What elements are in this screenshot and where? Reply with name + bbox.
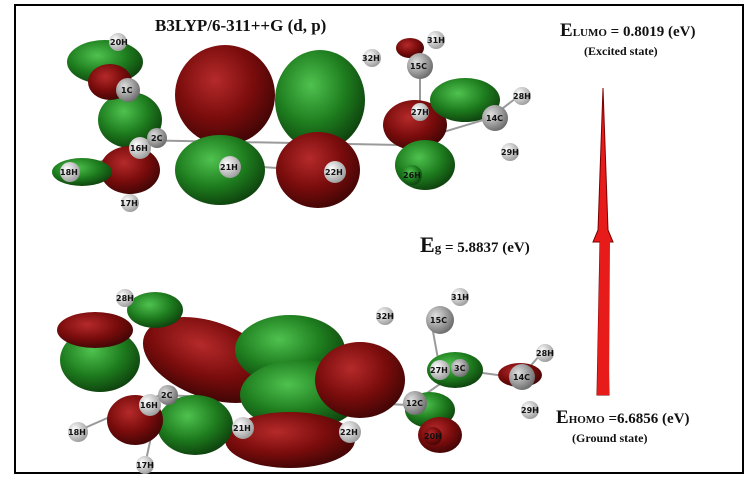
energy-gap-arrow [592, 87, 614, 396]
gap-e: E [420, 232, 435, 257]
gap-energy-label: Eg = 5.8837 (eV) [420, 232, 530, 258]
svg-text:1C: 1C [121, 86, 133, 95]
homo-energy-label: EHOMO =6.6856 (eV) [556, 407, 690, 429]
lumo-lobe-red [276, 132, 360, 208]
svg-text:17H: 17H [120, 199, 138, 208]
svg-text:22H: 22H [325, 168, 343, 177]
lumo-e: E [560, 20, 573, 41]
homo-atoms: 28H 16H 2C 18H 17H 21H 22H 12C 20H 32H 3… [68, 288, 554, 474]
lumo-lobe-red [100, 146, 160, 194]
svg-text:32H: 32H [376, 312, 394, 321]
svg-text:2C: 2C [151, 134, 163, 143]
homo-sub: HOMO [568, 414, 605, 426]
lumo-lobe-green [98, 92, 162, 148]
lumo-value: = 0.8019 (eV) [606, 24, 696, 40]
svg-text:16H: 16H [140, 401, 158, 410]
lumo-energy-label: ELUMO = 0.8019 (eV) [560, 20, 695, 42]
svg-text:28H: 28H [513, 92, 531, 101]
svg-text:12C: 12C [406, 399, 423, 408]
lumo-lobe-green [275, 50, 365, 150]
lumo-state: (Excited state) [584, 44, 658, 58]
svg-text:14C: 14C [513, 373, 530, 382]
gap-sub: g [434, 240, 442, 255]
svg-text:29H: 29H [501, 148, 519, 157]
svg-text:18H: 18H [68, 428, 86, 437]
lumo-atoms: 20H 1C 16H 2C 18H 17H 21H 22H 26H 32H 31… [60, 31, 531, 212]
svg-text:28H: 28H [116, 294, 134, 303]
lumo-lobe-red [396, 38, 424, 58]
svg-text:28H: 28H [536, 349, 554, 358]
svg-text:17H: 17H [136, 461, 154, 470]
method-title: B3LYP/6-311++G (d, p) [155, 16, 327, 35]
svg-text:18H: 18H [60, 168, 78, 177]
lumo-lobe-red [175, 45, 275, 145]
svg-text:21H: 21H [220, 163, 238, 172]
svg-text:32H: 32H [362, 54, 380, 63]
svg-text:22H: 22H [340, 428, 358, 437]
svg-text:20H: 20H [424, 432, 442, 441]
lumo-lobe-red [383, 100, 447, 150]
homo-state: (Ground state) [572, 431, 648, 445]
svg-text:27H: 27H [411, 108, 429, 117]
svg-text:14C: 14C [486, 114, 503, 123]
svg-text:3C: 3C [454, 364, 466, 373]
homo-lobe-red [315, 342, 405, 418]
homo-value: =6.6856 (eV) [604, 411, 690, 427]
lumo-orbital: 20H 1C 16H 2C 18H 17H 21H 22H 26H 32H 31… [52, 31, 531, 212]
gap-value: = 5.8837 (eV) [441, 240, 530, 256]
homo-lobe-green [127, 292, 183, 328]
lumo-lobe-green [430, 78, 500, 122]
svg-text:21H: 21H [233, 424, 251, 433]
svg-text:29H: 29H [521, 406, 539, 415]
svg-text:16H: 16H [130, 144, 148, 153]
svg-text:2C: 2C [161, 391, 173, 400]
homo-e: E [556, 407, 569, 428]
svg-text:31H: 31H [451, 293, 469, 302]
homo-orbital: 28H 16H 2C 18H 17H 21H 22H 12C 20H 32H 3… [57, 288, 554, 474]
homo-lobe-red [57, 312, 133, 348]
svg-text:26H: 26H [403, 171, 421, 180]
lumo-lobe-green [395, 140, 455, 190]
svg-text:15C: 15C [430, 316, 447, 325]
svg-text:31H: 31H [427, 36, 445, 45]
svg-text:20H: 20H [110, 38, 128, 47]
lumo-sub: LUMO [572, 27, 607, 39]
homo-lobe-green [157, 395, 233, 455]
svg-text:15C: 15C [410, 62, 427, 71]
svg-text:27H: 27H [430, 366, 448, 375]
homo-lobe-red [225, 412, 355, 468]
